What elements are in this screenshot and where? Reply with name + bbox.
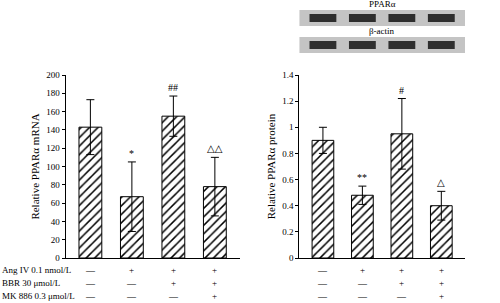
svg-text:0: 0	[289, 253, 294, 263]
svg-text:0.8: 0.8	[282, 149, 294, 159]
svg-text:+: +	[439, 291, 444, 301]
svg-text:—: —	[85, 291, 96, 301]
svg-text:1: 1	[289, 122, 294, 132]
svg-text:+: +	[399, 265, 404, 275]
svg-text:+: +	[360, 265, 365, 275]
svg-text:+: +	[212, 265, 217, 275]
svg-text:—: —	[317, 278, 328, 288]
svg-text:—: —	[126, 278, 137, 288]
svg-text:—: —	[85, 265, 96, 275]
svg-text:+: +	[399, 278, 404, 288]
svg-text:##: ##	[168, 82, 178, 93]
svg-text:60: 60	[51, 198, 61, 208]
svg-text:**: **	[357, 172, 367, 183]
svg-text:+: +	[439, 278, 444, 288]
svg-text:+: +	[129, 265, 134, 275]
svg-text:—: —	[126, 291, 137, 301]
svg-text:—: —	[357, 291, 368, 301]
svg-text:20: 20	[51, 235, 61, 245]
svg-text:180: 180	[46, 88, 60, 98]
svg-text:△△: △△	[207, 143, 223, 154]
svg-text:MK 886 0.3 μmol/L: MK 886 0.3 μmol/L	[2, 291, 75, 301]
svg-text:PPARα: PPARα	[369, 0, 396, 9]
svg-text:+: +	[212, 291, 217, 301]
svg-text:—: —	[357, 278, 368, 288]
svg-text:0.6: 0.6	[282, 175, 294, 185]
svg-text:160: 160	[46, 107, 60, 117]
svg-text:—: —	[317, 291, 328, 301]
svg-text:0: 0	[55, 253, 60, 263]
svg-text:Relative PPARα mRNA: Relative PPARα mRNA	[29, 113, 41, 219]
svg-text:+: +	[171, 278, 176, 288]
svg-text:80: 80	[51, 180, 61, 190]
svg-text:—: —	[317, 265, 328, 275]
svg-text:140: 140	[46, 125, 60, 135]
svg-text:—: —	[85, 278, 96, 288]
svg-text:0.2: 0.2	[282, 227, 293, 237]
svg-text:△: △	[437, 177, 445, 188]
svg-text:β-actin: β-actin	[369, 26, 395, 36]
svg-text:1.2: 1.2	[282, 96, 293, 106]
svg-text:#: #	[399, 85, 404, 96]
svg-text:—: —	[396, 291, 407, 301]
svg-text:—: —	[168, 291, 179, 301]
svg-text:0.4: 0.4	[282, 201, 294, 211]
svg-text:Relative PPARα protein: Relative PPARα protein	[265, 113, 277, 219]
svg-text:40: 40	[51, 217, 61, 227]
svg-text:+: +	[212, 278, 217, 288]
svg-text:BBR 30 μmol/L: BBR 30 μmol/L	[2, 278, 60, 288]
svg-text:Ang IV 0.1 nmol/L: Ang IV 0.1 nmol/L	[2, 265, 71, 275]
svg-text:+: +	[439, 265, 444, 275]
svg-text:+: +	[171, 265, 176, 275]
svg-text:*: *	[129, 148, 134, 159]
svg-text:200: 200	[46, 70, 60, 80]
svg-text:120: 120	[46, 143, 60, 153]
svg-text:1.4: 1.4	[282, 70, 294, 80]
svg-text:100: 100	[46, 162, 60, 172]
